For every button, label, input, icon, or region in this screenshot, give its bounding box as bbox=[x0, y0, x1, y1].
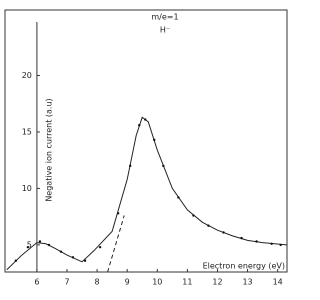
x-tick-label: 7 bbox=[64, 278, 69, 287]
data-point bbox=[162, 164, 165, 168]
data-point bbox=[240, 236, 243, 240]
data-point bbox=[98, 245, 102, 249]
extrapolation bbox=[107, 215, 125, 273]
data-point bbox=[153, 138, 156, 142]
data-point bbox=[144, 118, 147, 121]
data-point bbox=[128, 164, 132, 168]
data-point bbox=[26, 245, 30, 249]
data-point bbox=[192, 214, 195, 217]
y-tick-label: 10 bbox=[22, 184, 32, 193]
y-tick-label: 5 bbox=[27, 240, 32, 249]
annotation: m/e=1 bbox=[151, 13, 178, 22]
data-point bbox=[38, 240, 42, 243]
plot-frame bbox=[4, 9, 288, 273]
annotation: H⁻ bbox=[160, 26, 170, 35]
y-tick-label: 20 bbox=[22, 71, 32, 80]
data-point bbox=[279, 243, 282, 247]
data-point bbox=[222, 231, 225, 234]
x-tick-label: 14 bbox=[273, 278, 283, 287]
data-point bbox=[47, 243, 51, 247]
data-point bbox=[59, 250, 63, 253]
y-axis-label: Negative ion current (a.u) bbox=[45, 98, 54, 201]
x-tick-label: 9 bbox=[125, 278, 130, 287]
data-point bbox=[14, 259, 18, 262]
x-tick-label: 6 bbox=[34, 278, 39, 287]
data-point bbox=[177, 196, 180, 199]
x-axis-label: Electron energy (eV) bbox=[203, 262, 285, 271]
chart: m/e=1 H⁻ Electron energy (eV) Negative i… bbox=[4, 9, 288, 287]
x-tick-label: 10 bbox=[152, 278, 162, 287]
data-point bbox=[207, 224, 210, 227]
data-point bbox=[138, 123, 141, 127]
data-point bbox=[255, 240, 258, 243]
x-tick-label: 13 bbox=[242, 278, 252, 287]
y-tick-label: 15 bbox=[22, 127, 32, 136]
x-tick-label: 8 bbox=[95, 278, 100, 287]
data-point bbox=[71, 256, 75, 259]
data-point bbox=[83, 259, 87, 262]
data-point bbox=[270, 242, 273, 245]
x-tick-label: 12 bbox=[212, 278, 222, 287]
data-point bbox=[116, 212, 120, 215]
x-tick-label: 11 bbox=[182, 278, 192, 287]
